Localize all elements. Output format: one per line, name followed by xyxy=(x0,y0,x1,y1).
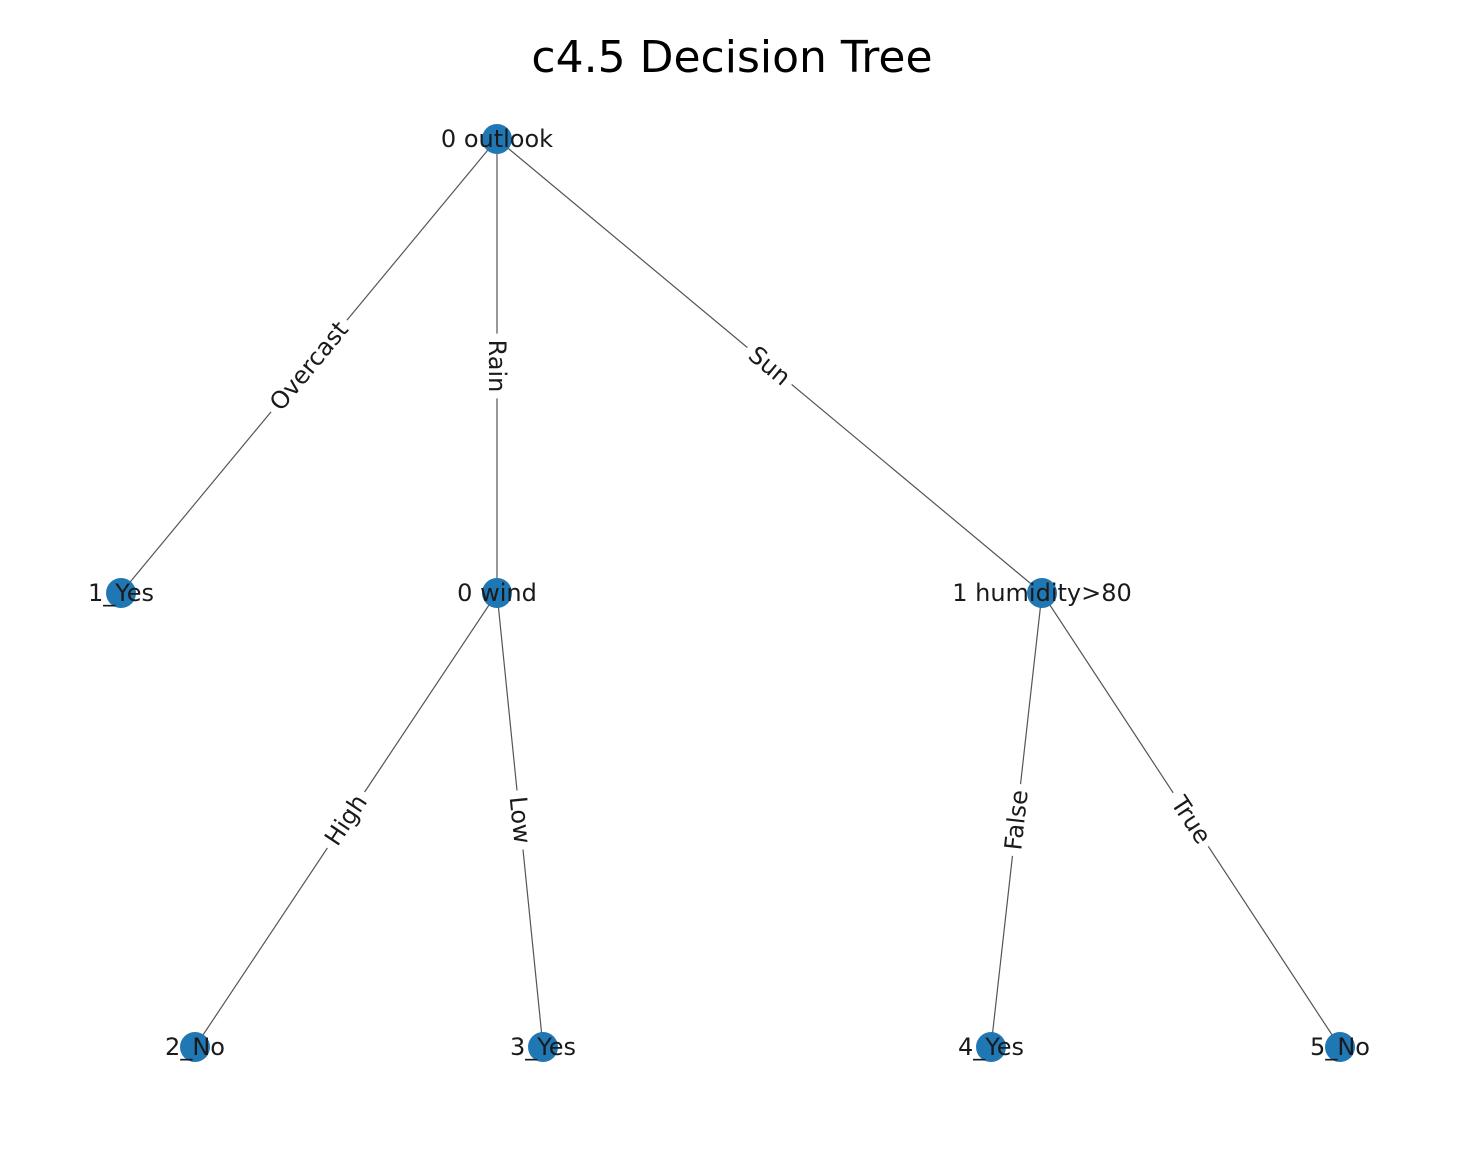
node-label-1-humidity-80: 1 humidity>80 xyxy=(952,579,1132,607)
edge-label-background xyxy=(737,335,802,397)
node-label-0-outlook: 0 outlook xyxy=(441,125,553,153)
node-4-yes xyxy=(976,1032,1006,1062)
edge-label-group-overcast: Overcast xyxy=(258,309,360,423)
node-label-3-yes: 3_Yes xyxy=(510,1033,576,1061)
node-2-no xyxy=(180,1032,210,1062)
node-1-humidity-80 xyxy=(1027,578,1057,608)
node-5-no xyxy=(1325,1032,1355,1062)
diagram-title: c4.5 Decision Tree xyxy=(531,32,932,83)
edges-layer xyxy=(120,138,1341,1048)
nodes-layer xyxy=(106,124,1355,1062)
node-label-5-no: 5_No xyxy=(1310,1033,1370,1061)
node-labels-layer: 0 outlook 1_Yes 0 wind 1 humidity>80 2_No 3_Y… xyxy=(88,125,1370,1061)
edge-label-low: Low xyxy=(504,795,537,845)
edge-label-background xyxy=(996,782,1037,858)
node-label-0-wind: 0 wind xyxy=(457,579,537,607)
edge-label-group-true: True xyxy=(1159,784,1222,856)
edge-label-false: False xyxy=(999,789,1034,852)
edge-label-background xyxy=(258,309,360,423)
edge-label-background xyxy=(1159,784,1222,856)
edge-label-group-rain: Rain xyxy=(481,333,513,399)
edge-label-background xyxy=(501,788,539,852)
edge-label-background xyxy=(314,783,378,857)
node-label-4-yes: 4_Yes xyxy=(958,1033,1024,1061)
node-0-outlook xyxy=(482,124,512,154)
edge-label-group-false: False xyxy=(996,782,1037,858)
edge-label-group-sun: Sun xyxy=(737,335,802,397)
node-0-wind xyxy=(482,578,512,608)
node-label-2-no: 2_No xyxy=(165,1033,225,1061)
edge-label-rain: Rain xyxy=(483,340,511,393)
node-1-yes xyxy=(106,578,136,608)
edge-label-overcast: Overcast xyxy=(264,316,354,416)
edge-label-group-low: Low xyxy=(501,788,539,852)
node-label-1-yes: 1_Yes xyxy=(88,579,154,607)
edge-label-group-high: High xyxy=(314,783,378,857)
edge-label-background xyxy=(481,333,513,399)
node-3-yes xyxy=(528,1032,558,1062)
